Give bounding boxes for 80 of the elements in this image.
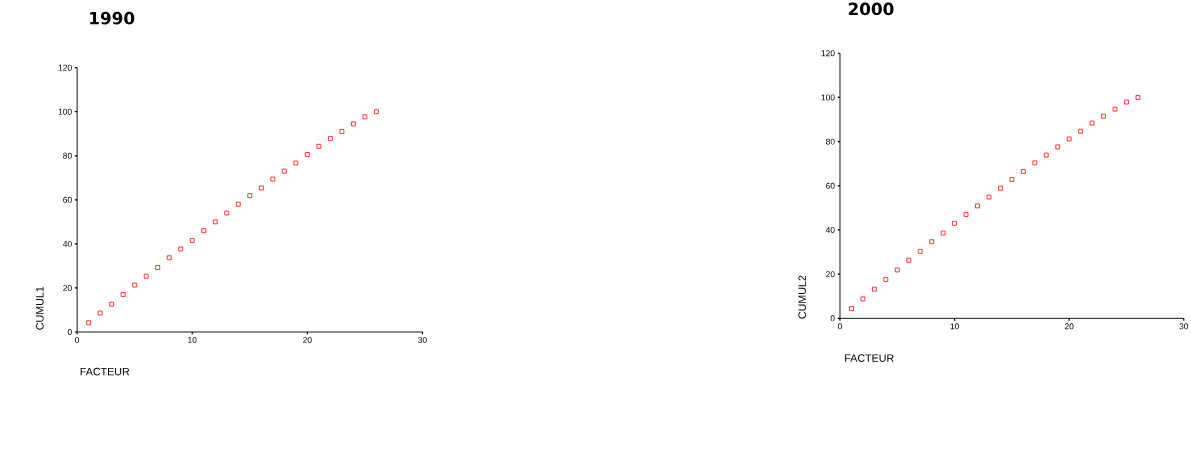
point — [235, 201, 241, 207]
point — [883, 277, 889, 282]
point — [906, 257, 912, 263]
y-tick-label: 20 — [63, 285, 72, 292]
point — [97, 310, 103, 316]
point — [304, 152, 310, 157]
y-tick-label: 60 — [826, 182, 835, 189]
point — [1089, 120, 1095, 126]
y-tick-label: 80 — [826, 138, 835, 145]
point — [212, 219, 218, 225]
y-tick-label: 120 — [58, 64, 72, 71]
point — [281, 168, 287, 174]
point — [1009, 177, 1015, 182]
point — [849, 306, 854, 312]
x-axis-title: FACTEUR — [80, 367, 130, 376]
point — [143, 274, 149, 279]
point — [189, 238, 195, 244]
y-tick-label: 100 — [58, 108, 72, 115]
point — [109, 301, 115, 307]
point — [1043, 152, 1049, 158]
point — [351, 121, 356, 127]
point — [178, 246, 184, 252]
point — [1032, 160, 1038, 166]
y-tick-label: 120 — [821, 50, 835, 57]
point — [1055, 144, 1061, 150]
y-tick-label: 0 — [67, 329, 72, 336]
point — [872, 286, 877, 292]
point — [1101, 113, 1106, 119]
y-tick-label: 20 — [826, 271, 835, 278]
point — [975, 203, 980, 209]
point — [247, 193, 253, 199]
point — [940, 230, 946, 236]
x-tick-label: 0 — [75, 337, 80, 344]
point — [362, 114, 368, 120]
x-tick-label: 20 — [303, 337, 312, 344]
point — [201, 228, 207, 234]
point — [86, 320, 92, 326]
point — [293, 160, 299, 166]
chart-title: 1990 — [90, 11, 135, 25]
y-tick-label: 60 — [63, 196, 72, 203]
point — [374, 109, 379, 115]
y-tick-label: 100 — [821, 94, 835, 101]
y-axis-title: CUMUL2 — [798, 275, 806, 319]
point — [132, 282, 138, 288]
point — [1066, 136, 1072, 142]
y-tick-label: 0 — [830, 315, 835, 322]
x-tick-label: 10 — [950, 323, 959, 330]
point — [166, 255, 172, 261]
x-tick-label: 20 — [1064, 323, 1074, 330]
y-tick-label: 80 — [63, 152, 72, 159]
point — [860, 296, 866, 302]
y-axis-title: CUMUL1 — [36, 286, 44, 330]
point — [224, 210, 230, 216]
x-tick-label: 0 — [837, 323, 842, 330]
point — [894, 267, 900, 273]
x-axis-title: FACTEUR — [845, 354, 894, 362]
point — [155, 265, 161, 270]
point — [952, 221, 957, 226]
x-tick-label: 30 — [418, 337, 427, 344]
point — [986, 194, 992, 200]
point — [929, 239, 935, 245]
point — [339, 129, 345, 135]
point — [327, 136, 333, 142]
point — [1020, 169, 1026, 174]
point — [963, 212, 969, 217]
point — [917, 249, 923, 254]
point — [1078, 128, 1084, 134]
point — [120, 292, 126, 298]
x-tick-label: 30 — [1179, 323, 1189, 330]
y-tick-label: 40 — [825, 227, 835, 234]
y-tick-label: 40 — [62, 241, 72, 247]
point — [270, 176, 276, 182]
point — [1112, 106, 1118, 112]
point — [998, 185, 1003, 191]
point — [1135, 95, 1141, 100]
point — [1124, 99, 1129, 105]
point — [316, 144, 322, 149]
point — [258, 185, 264, 191]
chart-title: 2000 — [848, 2, 894, 16]
x-tick-label: 10 — [188, 337, 197, 344]
